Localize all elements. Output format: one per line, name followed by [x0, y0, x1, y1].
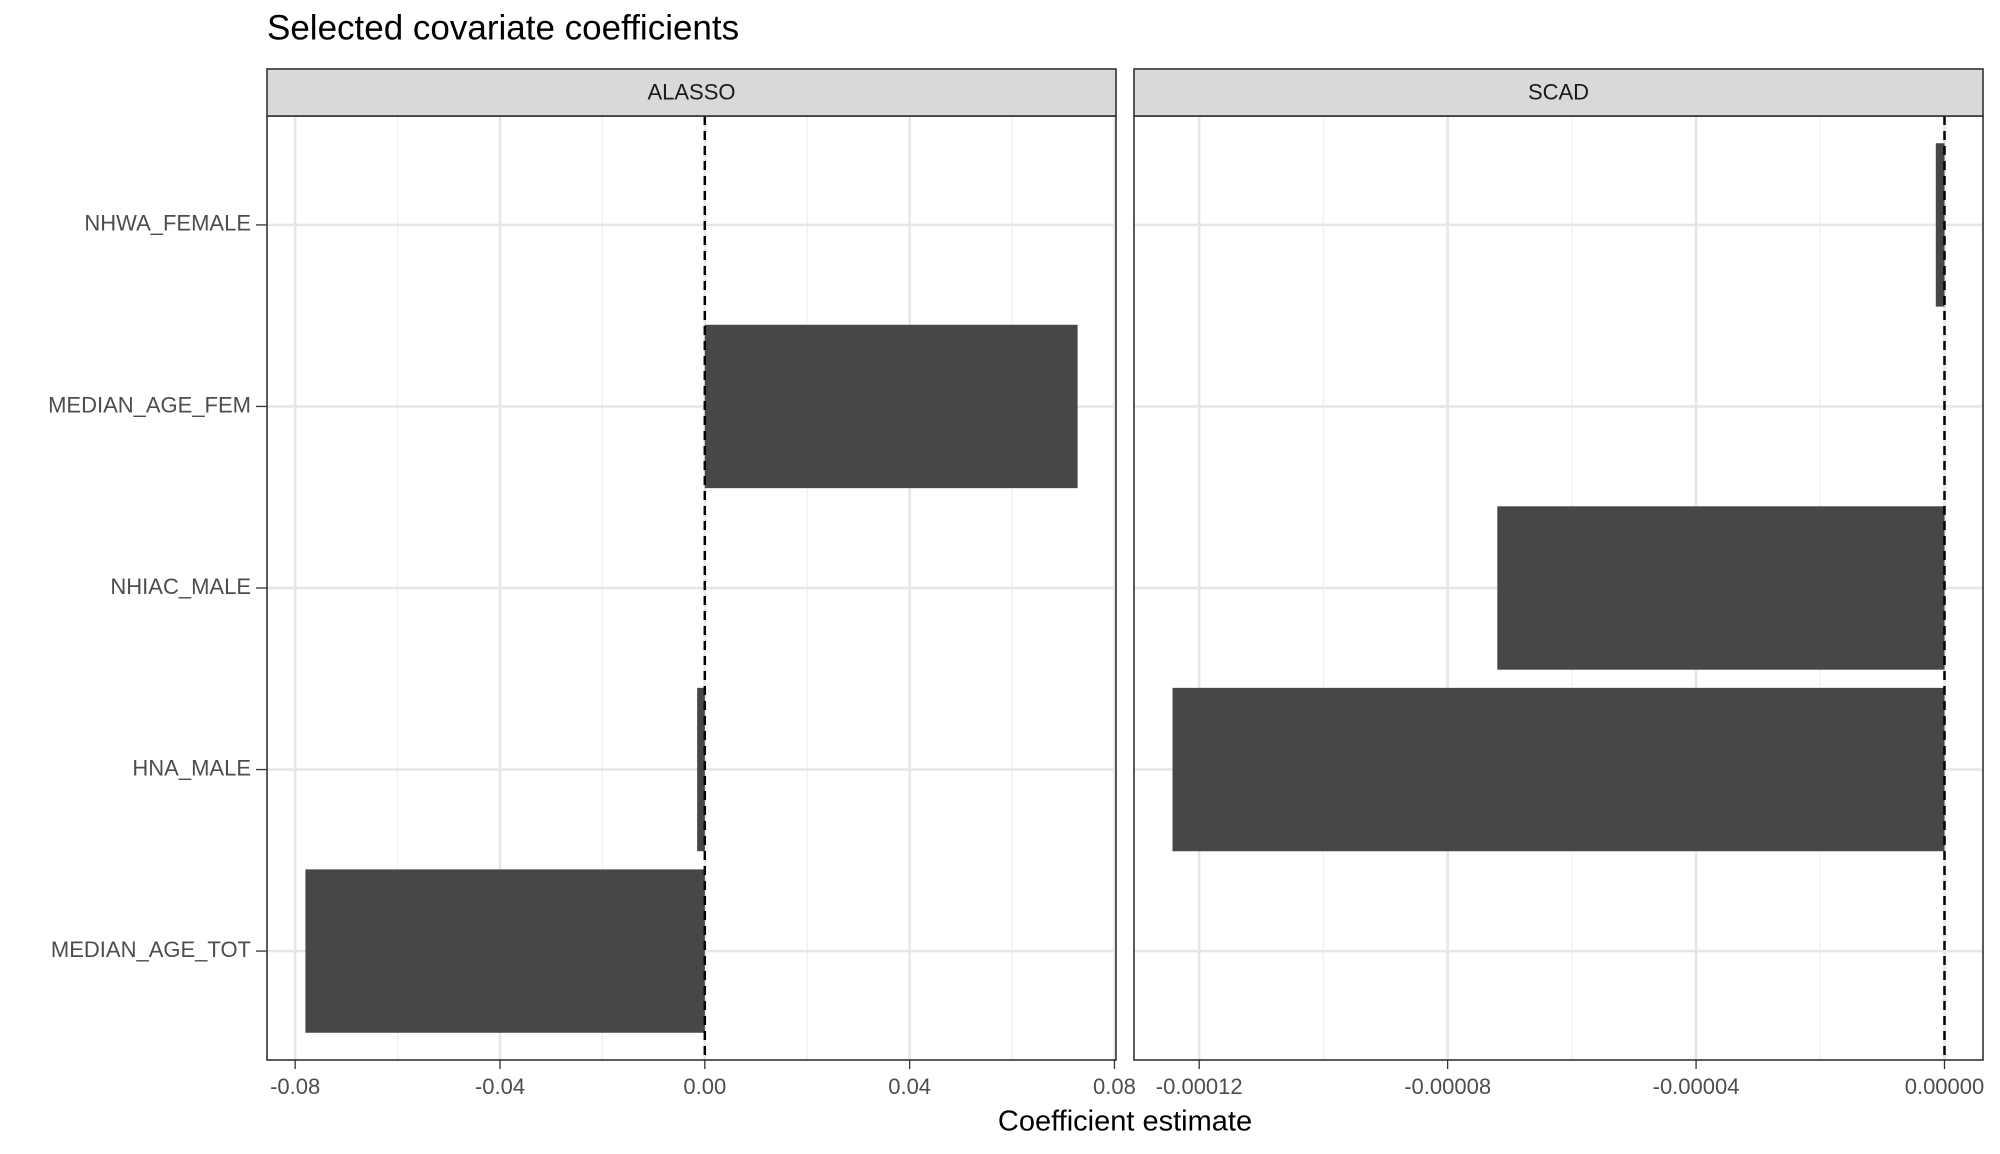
- strip-label: SCAD: [1528, 79, 1589, 104]
- x-tick-label: 0.08: [1093, 1074, 1136, 1099]
- bar: [1935, 143, 1945, 307]
- y-tick-label: NHWA_FEMALE: [84, 211, 251, 236]
- strip-label: ALASSO: [647, 79, 735, 104]
- bar: [1172, 687, 1945, 852]
- x-axis-label: Coefficient estimate: [998, 1106, 1252, 1138]
- y-tick-label: MEDIAN_AGE_FEM: [48, 392, 251, 417]
- x-tick-label: 0.00000: [1905, 1074, 1985, 1099]
- x-tick-label: -0.08: [270, 1074, 320, 1099]
- strip: [266, 68, 1117, 117]
- bar: [305, 869, 705, 1033]
- x-tick-label: -0.00008: [1404, 1074, 1491, 1099]
- x-tick-label: -0.00012: [1156, 1074, 1243, 1099]
- x-tick-label: 0.04: [888, 1074, 931, 1099]
- bar: [1497, 506, 1945, 670]
- x-tick-label: 0.00: [683, 1074, 726, 1099]
- x-tick-label: -0.04: [475, 1074, 525, 1099]
- x-tick-label: -0.00004: [1653, 1074, 1740, 1099]
- y-tick-label: MEDIAN_AGE_TOT: [51, 937, 251, 962]
- bar: [704, 324, 1078, 489]
- y-tick-label: NHIAC_MALE: [110, 574, 251, 599]
- bar: [697, 687, 705, 852]
- chart-title: Selected covariate coefficients: [267, 8, 739, 47]
- strip: [1133, 68, 1984, 117]
- y-tick-label: HNA_MALE: [132, 755, 251, 780]
